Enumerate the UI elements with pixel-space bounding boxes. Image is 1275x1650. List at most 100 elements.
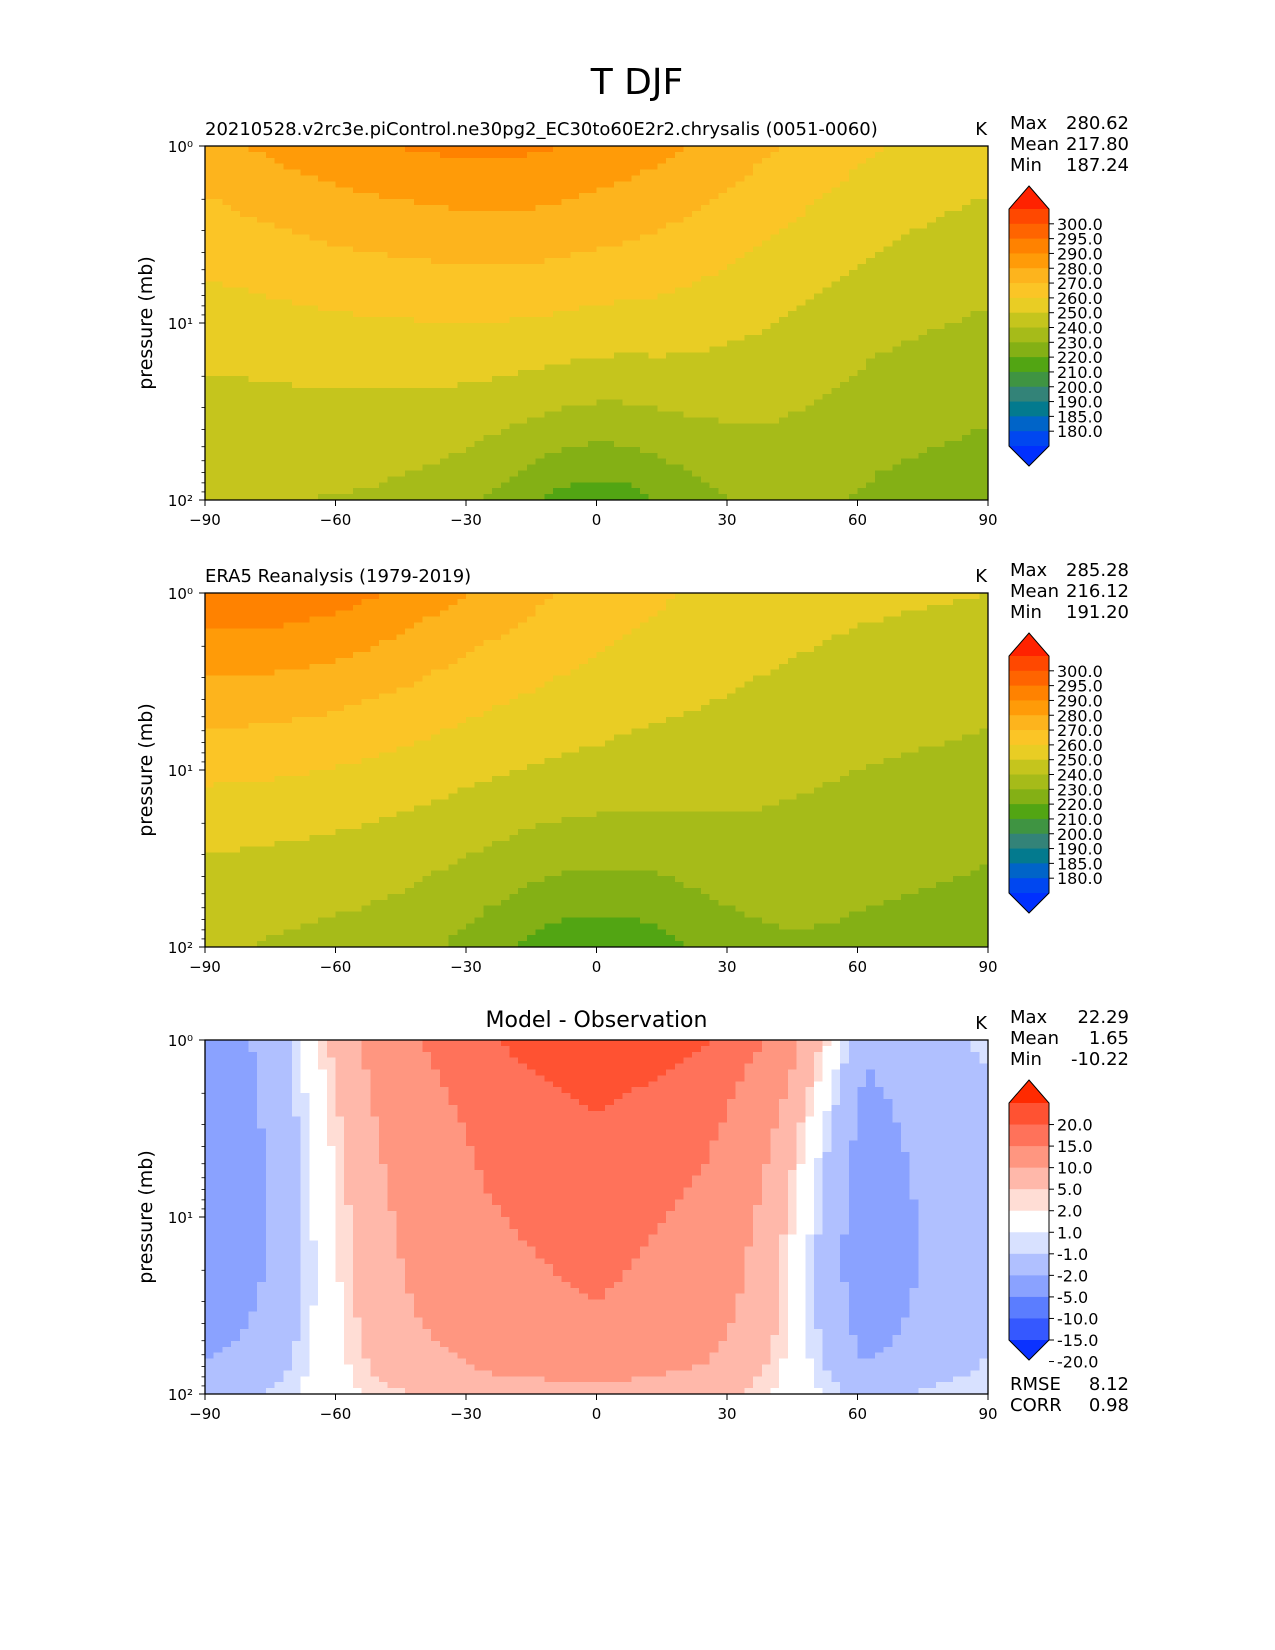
contour-cell <box>718 252 728 259</box>
contour-cell <box>944 405 954 413</box>
contour-cell <box>222 446 232 454</box>
contour-cell <box>857 187 867 194</box>
contour-cell <box>318 234 328 241</box>
contour-cell <box>613 441 624 448</box>
contour-cell <box>396 340 406 348</box>
contour-cell <box>352 281 363 289</box>
contour-cell <box>335 193 345 200</box>
contour-cell <box>431 317 441 324</box>
contour-cell <box>970 311 980 318</box>
contour-cell <box>213 187 223 194</box>
contour-cell <box>448 435 458 442</box>
contour-cell <box>553 299 563 306</box>
contour-cell <box>953 175 963 182</box>
contour-cell <box>509 275 519 283</box>
contour-cell <box>596 216 606 224</box>
contour-cell <box>326 423 337 430</box>
contour-cell <box>683 323 693 330</box>
contour-cell <box>901 346 911 354</box>
contour-cell <box>970 376 980 383</box>
contour-cell <box>735 216 745 224</box>
contour-cell <box>544 258 554 265</box>
contour-cell <box>970 258 980 265</box>
contour-cell <box>744 163 754 171</box>
contour-cell <box>718 340 728 348</box>
contour-cell <box>587 464 598 472</box>
contour-cell <box>814 163 824 171</box>
contour-cell <box>405 364 415 371</box>
contour-cell <box>300 258 310 265</box>
contour-cell <box>692 228 702 236</box>
contour-cell <box>457 264 467 271</box>
contour-cell <box>700 464 711 472</box>
contour-cell <box>779 311 789 318</box>
contour-cell <box>474 222 484 230</box>
contour-cell <box>309 199 319 206</box>
contour-cell <box>474 264 484 271</box>
contour-cell <box>927 435 937 442</box>
contour-cell <box>622 323 632 330</box>
contour-cell <box>883 275 893 283</box>
contour-cell <box>396 199 406 206</box>
contour-cell <box>483 228 493 236</box>
contour-cell <box>474 352 484 359</box>
contour-cell <box>909 393 919 401</box>
contour-cell <box>370 281 380 289</box>
contour-cell <box>379 382 389 389</box>
contour-cell <box>257 328 267 336</box>
contour-cell <box>431 435 441 442</box>
contour-cell <box>727 246 737 253</box>
contour-cell <box>309 405 319 413</box>
contour-cell <box>361 151 371 159</box>
contour-cell <box>553 169 563 177</box>
contour-cell <box>248 340 258 348</box>
contour-cell <box>613 228 624 236</box>
contour-cell <box>344 417 354 424</box>
contour-cell <box>866 358 876 365</box>
contour-cell <box>526 181 537 188</box>
contour-cell <box>500 399 511 407</box>
contour-cell <box>770 358 780 365</box>
contour-cell <box>848 317 859 324</box>
contour-cell <box>509 352 519 359</box>
contour-cell <box>822 370 832 377</box>
contour-cell <box>761 258 772 265</box>
contour-cell <box>222 311 232 318</box>
contour-cell <box>222 163 232 171</box>
contour-cell <box>396 417 406 424</box>
contour-cell <box>831 293 841 300</box>
contour-cell <box>631 340 641 348</box>
contour-cell <box>709 464 719 472</box>
contour-cell <box>239 346 250 354</box>
contour-cell <box>518 205 528 212</box>
contour-cell <box>474 287 484 295</box>
contour-cell <box>292 299 302 306</box>
contour-cell <box>405 393 415 401</box>
contour-cell <box>274 205 284 212</box>
contour-cell <box>431 364 441 371</box>
contour-cell <box>909 151 919 159</box>
contour-cell <box>909 405 919 413</box>
contour-cell <box>570 323 580 330</box>
contour-cell <box>483 264 493 271</box>
contour-cell <box>300 452 310 460</box>
contour-cell <box>918 387 928 395</box>
contour-cell <box>674 228 685 236</box>
contour-cell <box>370 252 380 259</box>
contour-cell <box>292 275 302 283</box>
contour-cell <box>700 216 711 224</box>
contour-cell <box>405 358 415 365</box>
contour-cell <box>544 328 554 336</box>
contour-cell <box>840 323 850 330</box>
contour-cell <box>944 193 954 200</box>
contour-cell <box>857 287 867 295</box>
contour-cell <box>457 187 467 194</box>
contour-cell <box>422 411 432 418</box>
contour-cell <box>292 222 302 230</box>
contour-cell <box>405 429 415 436</box>
contour-cell <box>901 287 911 295</box>
contour-cell <box>770 210 780 218</box>
contour-cell <box>779 382 789 389</box>
contour-cell <box>613 205 624 212</box>
contour-cell <box>822 246 832 253</box>
